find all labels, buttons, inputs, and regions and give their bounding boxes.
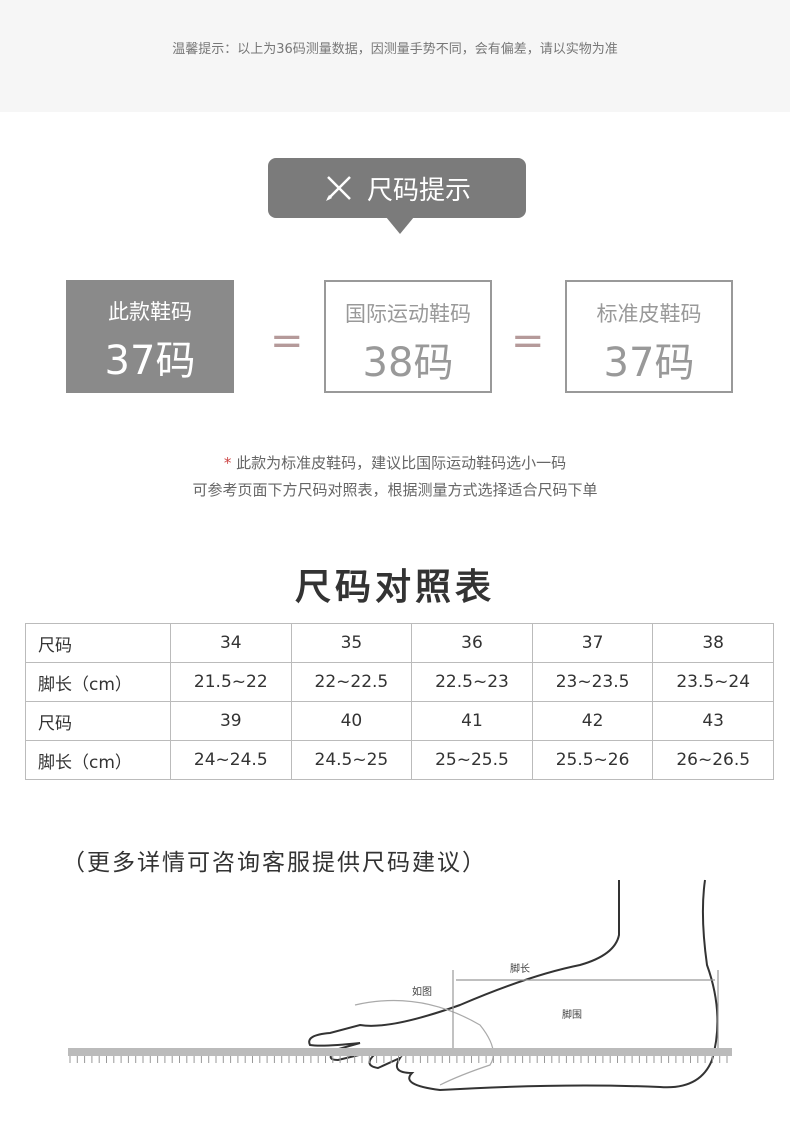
top-banner xyxy=(0,0,790,112)
size-value: 37码 xyxy=(104,338,196,384)
table-row: 脚长（cm） 24~24.5 24.5~25 25~25.5 25.5~26 26~26.… xyxy=(25,740,774,780)
cell: 22~22.5 xyxy=(290,662,413,702)
row-header: 尺码 xyxy=(25,701,171,741)
size-value: 37码 xyxy=(603,340,695,386)
standard-leather-size-box: 标准皮鞋码 37码 xyxy=(565,280,733,393)
ruler-ticks xyxy=(69,1056,728,1063)
cell: 40 xyxy=(290,701,413,741)
this-shoe-size-box: 此款鞋码 37码 xyxy=(66,280,234,393)
note-line-1: * 此款为标准皮鞋码，建议比国际运动鞋码选小一码 xyxy=(0,452,790,473)
cell: 38 xyxy=(652,623,774,663)
size-tip-label: 尺码提示 xyxy=(366,175,471,206)
size-chart-table: 尺码 34 35 36 37 38 脚长（cm） 21.5~22 22~22.5 22.5~23… xyxy=(25,623,774,780)
cell: 36 xyxy=(411,623,533,663)
asterisk: * xyxy=(223,454,232,472)
equals-sign: = xyxy=(511,318,545,364)
size-label: 此款鞋码 xyxy=(108,300,192,324)
foot-length-label: 脚长 xyxy=(510,962,530,975)
badge-pointer xyxy=(386,217,414,234)
cell: 25.5~26 xyxy=(531,740,654,780)
cell: 21.5~22 xyxy=(170,662,292,702)
table-row: 尺码 39 40 41 42 43 xyxy=(25,701,774,741)
foot-measurement-diagram: 脚长 如图 脚围 xyxy=(68,879,732,1092)
equals-sign: = xyxy=(270,318,304,364)
cell: 22.5~23 xyxy=(411,662,533,702)
consult-note: （更多详情可咨询客服提供尺码建议） xyxy=(62,850,487,876)
size-value: 38码 xyxy=(362,340,454,386)
row-header: 脚长（cm） xyxy=(25,662,171,702)
size-label: 国际运动鞋码 xyxy=(345,302,471,326)
row-header: 脚长（cm） xyxy=(25,740,171,780)
foot-girth-label: 脚围 xyxy=(562,1008,582,1021)
length-indicator xyxy=(452,970,719,1055)
table-row: 脚长（cm） 21.5~22 22~22.5 22.5~23 23~23.5 23.5~2… xyxy=(25,662,774,702)
intl-sport-size-box: 国际运动鞋码 38码 xyxy=(324,280,492,393)
cell: 34 xyxy=(170,623,292,663)
measurement-tip: 温馨提示：以上为36码测量数据，因测量手势不同，会有偏差，请以实物为准 xyxy=(172,42,618,57)
girth-curve xyxy=(354,999,494,1086)
ruler-pencil-icon xyxy=(325,176,351,201)
cell: 41 xyxy=(411,701,533,741)
cell: 26~26.5 xyxy=(652,740,774,780)
cell: 37 xyxy=(531,623,654,663)
ruler xyxy=(68,1048,732,1056)
cell: 42 xyxy=(531,701,654,741)
cell: 25~25.5 xyxy=(411,740,533,780)
cell: 23.5~24 xyxy=(652,662,774,702)
cell: 43 xyxy=(652,701,774,741)
row-header: 尺码 xyxy=(25,623,171,663)
cell: 39 xyxy=(170,701,292,741)
table-row: 尺码 34 35 36 37 38 xyxy=(25,623,774,663)
size-chart-title: 尺码对照表 xyxy=(294,567,495,608)
cell: 24~24.5 xyxy=(170,740,292,780)
cell: 24.5~25 xyxy=(290,740,413,780)
size-tip-badge: 尺码提示 xyxy=(268,158,526,218)
cell: 35 xyxy=(290,623,413,663)
note-text: 此款为标准皮鞋码，建议比国际运动鞋码选小一码 xyxy=(236,454,567,472)
foot-outline xyxy=(308,879,719,1092)
size-label: 标准皮鞋码 xyxy=(596,302,702,326)
note-line-2: 可参考页面下方尺码对照表，根据测量方式选择适合尺码下单 xyxy=(192,481,598,499)
as-shown-label: 如图 xyxy=(412,985,432,998)
cell: 23~23.5 xyxy=(531,662,654,702)
